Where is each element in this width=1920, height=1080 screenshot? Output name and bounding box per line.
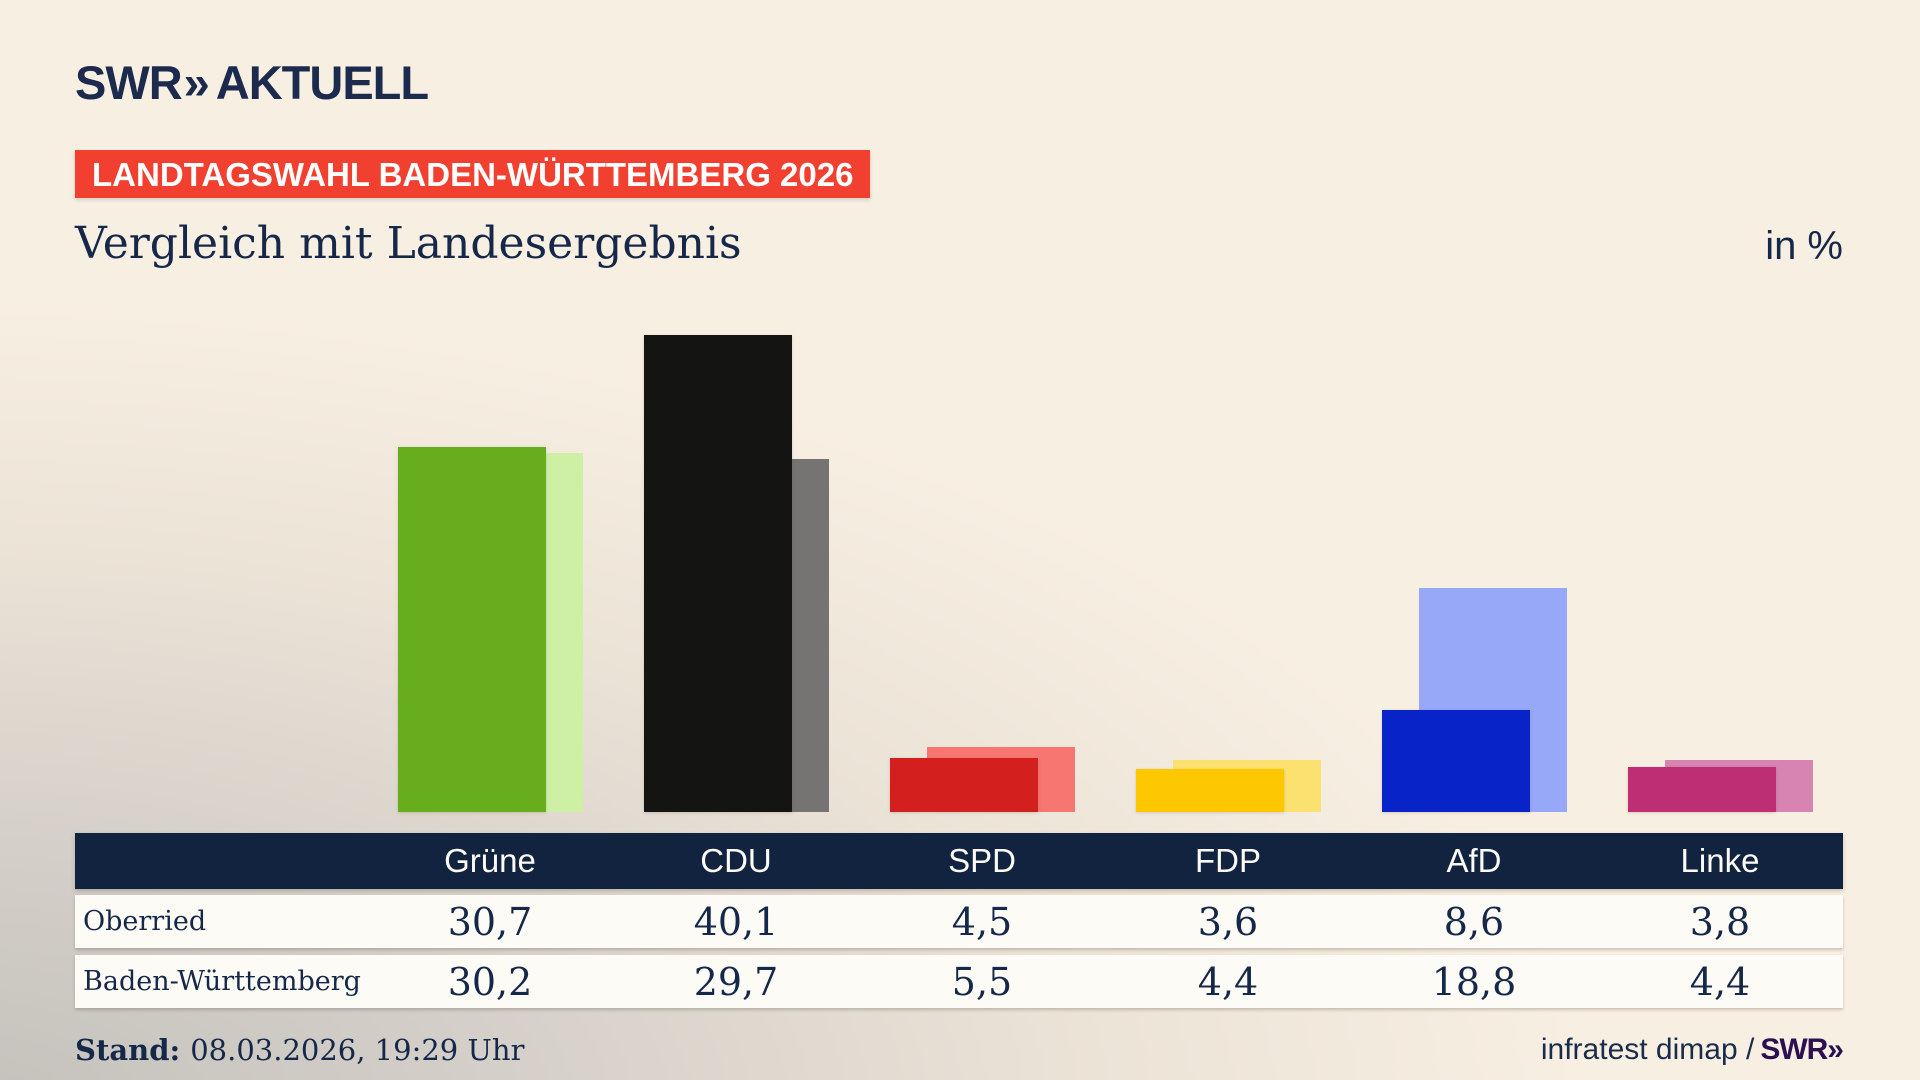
value-linke-oberried: 3,8 — [1689, 899, 1751, 944]
column-header-afd: AfD — [1446, 842, 1502, 879]
value-cdu-baden-wuerttemberg: 29,7 — [693, 959, 779, 1004]
bar-spd-oberried — [890, 758, 1038, 812]
value-cdu-oberried: 40,1 — [693, 899, 779, 944]
value-gruene-oberried: 30,7 — [447, 899, 533, 944]
results-table: Grüne CDU SPD FDP AfD Linke Oberried 30,7 40,1 4… — [75, 833, 1843, 1008]
double-chevron-icon: » — [183, 56, 210, 109]
bar-linke-oberried — [1628, 767, 1776, 812]
row-label-baden-wuerttemberg: Baden-Württemberg — [83, 966, 361, 997]
chart-title: Vergleich mit Landesergebnis — [75, 218, 742, 269]
value-fdp-oberried: 3,6 — [1197, 899, 1259, 944]
column-header-fdp: FDP — [1195, 842, 1261, 879]
election-badge: LANDTAGSWAHL BADEN-WÜRTTEMBERG 2026 — [75, 150, 871, 198]
value-afd-baden-wuerttemberg: 18,8 — [1431, 959, 1517, 1004]
swr-brand-mark: SWR» — [1760, 1033, 1844, 1066]
value-linke-baden-wuerttemberg: 4,4 — [1689, 959, 1751, 1004]
timestamp: Stand: 08.03.2026, 19:29 Uhr — [75, 1030, 524, 1070]
bar-gruene-oberried — [398, 447, 546, 812]
swr-aktuell-logo: SWR» AKTUELL — [75, 56, 429, 109]
table-row-baden-wuerttemberg: Baden-Württemberg 30,2 29,7 5,5 4,4 18,8 4,4 — [75, 955, 1843, 1008]
bar-afd-oberried — [1382, 710, 1530, 812]
value-afd-oberried: 8,6 — [1443, 899, 1505, 944]
unit-label: in % — [1765, 224, 1843, 268]
value-spd-baden-wuerttemberg: 5,5 — [951, 959, 1013, 1004]
stand-value: 08.03.2026, 19:29 Uhr — [190, 1033, 525, 1067]
column-header-gruene: Grüne — [444, 842, 536, 879]
source-credit: infratest dimap / SWR» — [1540, 1030, 1844, 1070]
column-header-spd: SPD — [948, 842, 1016, 879]
value-fdp-baden-wuerttemberg: 4,4 — [1197, 959, 1259, 1004]
row-label-oberried: Oberried — [83, 906, 207, 937]
table-row-oberried: Oberried 30,7 40,1 4,5 3,6 8,6 3,8 — [75, 895, 1843, 948]
value-spd-oberried: 4,5 — [951, 899, 1013, 944]
table-header-row: Grüne CDU SPD FDP AfD Linke — [75, 833, 1843, 889]
swr-logo-text: SWR — [75, 56, 183, 109]
column-header-cdu: CDU — [700, 842, 772, 879]
bar-cdu-oberried — [644, 335, 792, 812]
bar-fdp-oberried — [1136, 769, 1284, 812]
aktuell-logo-text: AKTUELL — [215, 56, 429, 109]
source-text: infratest dimap / — [1540, 1033, 1755, 1066]
value-gruene-baden-wuerttemberg: 30,2 — [447, 959, 533, 1004]
stand-label: Stand: — [75, 1033, 181, 1067]
column-header-linke: Linke — [1680, 842, 1760, 879]
